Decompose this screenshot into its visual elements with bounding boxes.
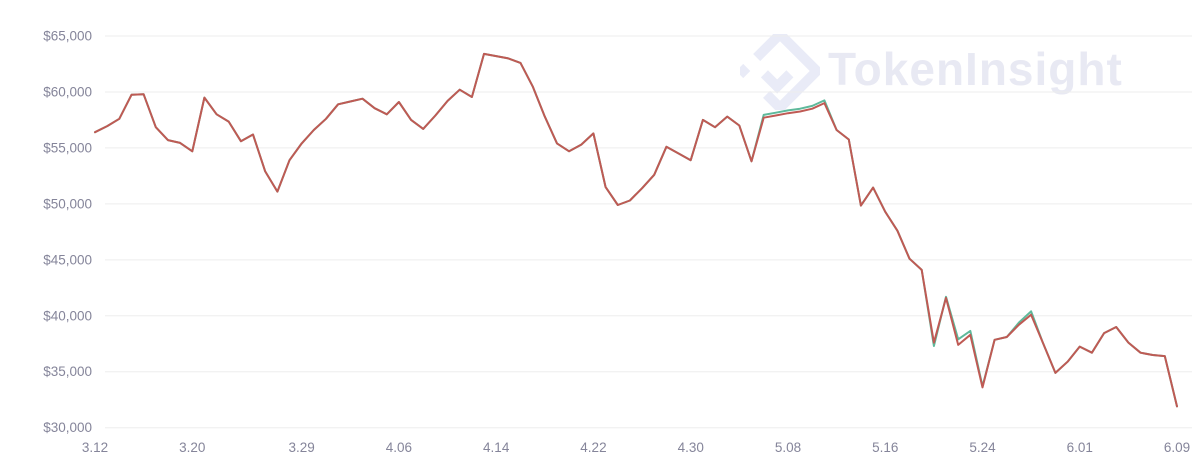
x-tick-label: 5.24 (969, 440, 996, 455)
y-tick-label: $50,000 (43, 196, 92, 211)
x-axis-labels: 3.12 3.20 3.29 4.06 4.14 4.22 4.30 5.08 5.16 5.24… (82, 440, 1190, 455)
y-tick-label: $40,000 (43, 308, 92, 323)
x-tick-label: 5.08 (775, 440, 801, 455)
x-tick-label: 3.20 (179, 440, 205, 455)
x-tick-label: 4.22 (580, 440, 606, 455)
x-tick-label: 4.30 (678, 440, 704, 455)
x-tick-label: 4.06 (386, 440, 412, 455)
series-lines (94, 52, 1178, 408)
x-tick-label: 4.14 (483, 440, 510, 455)
series-line-price-primary-red (94, 52, 1178, 408)
gridlines (105, 35, 1192, 429)
x-tick-label: 6.01 (1067, 440, 1093, 455)
x-tick-label: 3.29 (289, 440, 315, 455)
y-tick-label: $55,000 (43, 140, 92, 155)
series-line-price-secondary-green (94, 52, 1178, 408)
y-tick-label: $65,000 (43, 29, 92, 44)
x-tick-label: 5.16 (872, 440, 898, 455)
y-tick-label: $45,000 (43, 252, 92, 267)
y-axis-labels: $30,000 $35,000 $40,000 $45,000 $50,000 $55,0… (43, 29, 92, 436)
y-tick-label: $35,000 (43, 364, 92, 379)
y-tick-label: $60,000 (43, 84, 92, 99)
tokeninsight-logo-icon (740, 34, 820, 110)
tokeninsight-watermark-text: TokenInsight (828, 43, 1123, 95)
x-tick-label: 3.12 (82, 440, 108, 455)
x-tick-label: 6.09 (1164, 440, 1190, 455)
y-tick-label: $30,000 (43, 420, 92, 435)
